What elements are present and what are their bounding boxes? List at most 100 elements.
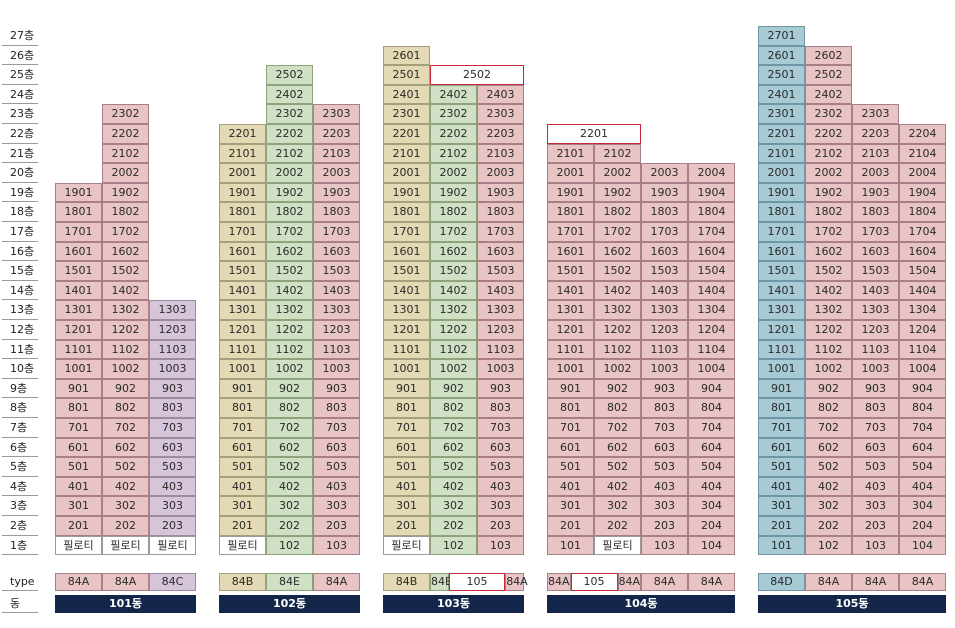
unit-cell: 필로티 (149, 535, 196, 556)
floor-label: 26층 (2, 46, 38, 66)
unit-cell: 202 (430, 516, 477, 536)
floor-label: 12층 (2, 320, 38, 340)
unit-cell: 403 (477, 476, 524, 497)
unit-type-cell: 84A (55, 573, 102, 591)
unit-cell: 1003 (641, 359, 688, 379)
unit-cell: 2002 (594, 163, 641, 183)
building-name-bar: 103동 (383, 595, 524, 613)
unit-cell: 402 (594, 476, 641, 497)
unit-cell: 104 (688, 535, 735, 556)
unit-cell: 1501 (758, 261, 805, 281)
unit-cell: 2501 (758, 65, 805, 85)
unit-cell: 2104 (899, 143, 946, 164)
unit-cell: 1103 (477, 339, 524, 360)
unit-cell: 1203 (641, 320, 688, 340)
unit-cell: 1903 (477, 182, 524, 203)
unit-cell: 1401 (219, 280, 266, 301)
unit-cell: 101 (758, 535, 805, 556)
unit-cell: 1402 (102, 280, 149, 301)
unit-cell: 904 (688, 378, 735, 399)
floor-label: 6층 (2, 438, 38, 458)
unit-cell: 803 (313, 398, 360, 418)
unit-cell: 601 (55, 437, 102, 458)
unit-cell: 1704 (899, 222, 946, 242)
unit-cell: 1802 (594, 202, 641, 222)
unit-cell: 704 (899, 418, 946, 438)
unit-cell: 301 (219, 496, 266, 516)
unit-cell: 101 (547, 535, 594, 556)
unit-cell: 1601 (758, 241, 805, 262)
floor-label: 2층 (2, 516, 38, 536)
unit-cell: 1602 (266, 241, 313, 262)
unit-cell: 2303 (852, 104, 899, 124)
unit-cell: 801 (55, 398, 102, 418)
unit-cell: 2402 (430, 84, 477, 105)
unit-cell: 1001 (55, 359, 102, 379)
unit-cell: 1803 (852, 202, 899, 222)
floor-label: 16층 (2, 242, 38, 262)
unit-cell: 1902 (102, 182, 149, 203)
unit-cell: 602 (430, 437, 477, 458)
unit-cell: 1104 (688, 339, 735, 360)
unit-cell: 1204 (688, 320, 735, 340)
unit-cell: 1903 (641, 182, 688, 203)
unit-cell: 603 (149, 437, 196, 458)
unit-cell: 602 (102, 437, 149, 458)
unit-cell: 1403 (313, 280, 360, 301)
unit-cell: 302 (805, 496, 852, 516)
unit-cell: 401 (758, 476, 805, 497)
unit-cell: 2102 (430, 143, 477, 164)
unit-cell: 필로티 (383, 535, 430, 556)
unit-cell: 1601 (383, 241, 430, 262)
unit-cell: 303 (852, 496, 899, 516)
unit-cell: 필로티 (102, 535, 149, 556)
unit-cell: 802 (266, 398, 313, 418)
unit-cell: 1202 (102, 320, 149, 340)
unit-cell: 902 (805, 378, 852, 399)
unit-cell: 202 (805, 516, 852, 536)
unit-type-cell: 84B (219, 573, 266, 591)
unit-cell: 802 (805, 398, 852, 418)
unit-cell: 1703 (852, 222, 899, 242)
unit-cell: 602 (594, 437, 641, 458)
unit-cell: 503 (852, 457, 899, 477)
unit-cell: 504 (688, 457, 735, 477)
unit-cell: 1702 (594, 222, 641, 242)
unit-cell: 601 (383, 437, 430, 458)
unit-cell: 901 (758, 378, 805, 399)
unit-cell: 804 (688, 398, 735, 418)
unit-cell: 902 (430, 378, 477, 399)
floor-label: 15층 (2, 261, 38, 281)
unit-cell: 2002 (266, 163, 313, 183)
unit-cell: 901 (55, 378, 102, 399)
unit-cell: 2004 (688, 163, 735, 183)
unit-cell: 201 (383, 516, 430, 536)
unit-cell: 1901 (219, 182, 266, 203)
unit-cell: 2102 (805, 143, 852, 164)
unit-cell: 1902 (594, 182, 641, 203)
building-name-bar: 104동 (547, 595, 735, 613)
unit-cell: 1004 (899, 359, 946, 379)
merged-unit-cell: 2201 (547, 124, 641, 144)
floor-label: 24층 (2, 85, 38, 105)
unit-cell: 1503 (313, 261, 360, 281)
unit-cell: 603 (852, 437, 899, 458)
unit-cell: 1201 (383, 320, 430, 340)
unit-cell: 903 (641, 378, 688, 399)
unit-cell: 304 (899, 496, 946, 516)
unit-cell: 2103 (852, 143, 899, 164)
building-name-bar: 101동 (55, 595, 196, 613)
unit-cell: 2401 (758, 84, 805, 105)
unit-cell: 1601 (219, 241, 266, 262)
unit-cell: 1204 (899, 320, 946, 340)
unit-cell: 1502 (594, 261, 641, 281)
unit-cell: 403 (149, 476, 196, 497)
unit-cell: 2302 (805, 104, 852, 124)
floor-label: 4층 (2, 477, 38, 497)
unit-cell: 602 (805, 437, 852, 458)
unit-cell: 1001 (758, 359, 805, 379)
unit-cell: 703 (852, 418, 899, 438)
unit-cell: 1701 (55, 222, 102, 242)
floor-label: 27층 (2, 26, 38, 46)
unit-cell: 601 (758, 437, 805, 458)
